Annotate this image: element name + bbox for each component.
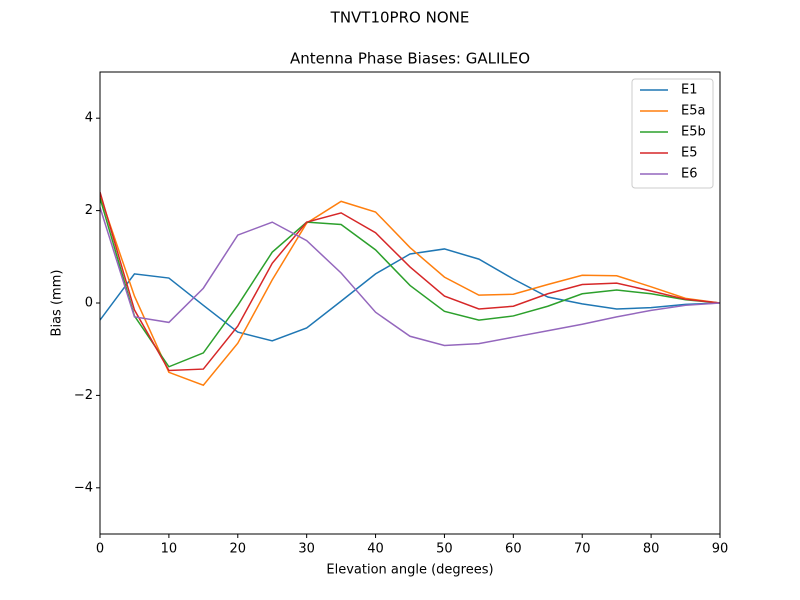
chart-title: Antenna Phase Biases: GALILEO (290, 50, 530, 68)
series-line (100, 207, 720, 347)
suptitle: TNVT10PRO NONE (330, 9, 470, 27)
x-tick-label: 90 (712, 542, 729, 557)
legend-label: E5 (681, 146, 698, 161)
series-line (100, 191, 720, 372)
x-tick-label: 50 (436, 542, 453, 557)
x-tick-label: 60 (505, 542, 522, 557)
series-line (100, 195, 720, 387)
y-tick-label: 2 (85, 203, 93, 218)
y-tick-label: −2 (74, 388, 93, 403)
y-tick-label: 0 (85, 296, 93, 311)
legend-label: E6 (681, 167, 698, 182)
x-tick-label: 20 (230, 542, 247, 557)
plot-frame (99, 71, 721, 535)
series-line (100, 248, 720, 342)
legend-label: E5b (681, 125, 706, 140)
y-tick-label: −4 (74, 480, 93, 495)
series-line (100, 197, 720, 368)
legend-label: E5a (681, 104, 705, 119)
y-axis-label: Bias (mm) (50, 270, 65, 337)
x-tick-label: 10 (161, 542, 178, 557)
x-tick-label: 80 (643, 542, 660, 557)
x-axis-label: Elevation angle (degrees) (326, 563, 493, 578)
x-tick-label: 0 (96, 542, 104, 557)
x-tick-label: 70 (574, 542, 591, 557)
x-tick-label: 30 (298, 542, 315, 557)
legend-label: E1 (681, 83, 698, 98)
y-tick-label: 4 (85, 111, 93, 126)
legend-box (631, 78, 714, 189)
x-tick-label: 40 (367, 542, 384, 557)
